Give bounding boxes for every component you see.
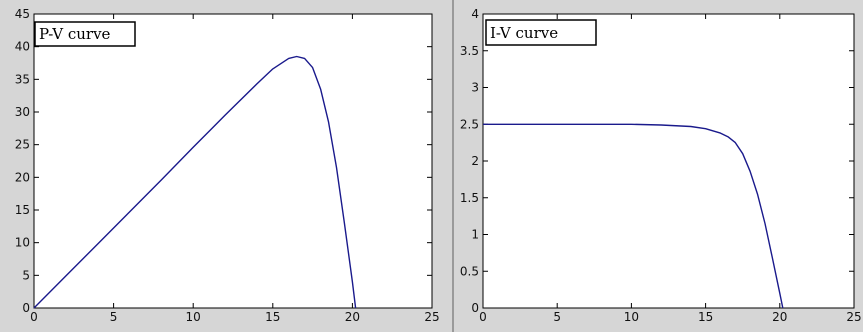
x-tick-label: 20 <box>772 310 787 324</box>
plot-area <box>33 13 433 309</box>
panel-divider <box>452 0 454 332</box>
x-tick-label: 20 <box>345 310 360 324</box>
series-line-0 <box>33 55 357 309</box>
series-line-0 <box>483 123 784 309</box>
y-tick-label: 4 <box>471 7 479 21</box>
y-tick-label: 1.5 <box>460 191 479 205</box>
y-tick-label: 25 <box>15 138 30 152</box>
y-tick-label: 0.5 <box>460 264 479 278</box>
y-tick-label: 1 <box>471 228 479 242</box>
y-tick-label: 15 <box>15 203 30 217</box>
y-tick-label: 10 <box>15 236 30 250</box>
x-tick-label: 25 <box>424 310 439 324</box>
y-tick-label: 45 <box>15 7 30 21</box>
legend-label: P-V curve <box>39 25 111 43</box>
y-tick-label: 2 <box>471 154 479 168</box>
y-tick-label: 0 <box>22 301 30 315</box>
x-tick-label: 10 <box>186 310 201 324</box>
y-tick-label: 35 <box>15 72 30 86</box>
y-tick-label: 0 <box>471 301 479 315</box>
y-tick-label: 3.5 <box>460 44 479 58</box>
x-tick-label: 0 <box>30 310 38 324</box>
pv-chart: 0 5 10 15 20 25 0 5 10 15 20 25 30 35 40 45 P-V curve <box>15 7 440 324</box>
y-tick-label: 3 <box>471 81 479 95</box>
iv-chart: 0 5 10 15 20 25 0 0.5 1 1.5 2 2.5 3 3.5 4 I-V curve <box>460 7 862 324</box>
legend-box <box>485 19 597 46</box>
x-tick-label: 5 <box>110 310 118 324</box>
y-tick-label: 5 <box>22 268 30 282</box>
legend-box <box>34 21 136 47</box>
x-tick-label: 15 <box>698 310 713 324</box>
y-tick-label: 2.5 <box>460 117 479 131</box>
x-tick-label: 15 <box>265 310 280 324</box>
y-tick-label: 40 <box>15 40 30 54</box>
x-tick-label: 0 <box>479 310 487 324</box>
x-tick-label: 5 <box>553 310 561 324</box>
x-tick-label: 10 <box>624 310 639 324</box>
plot-area <box>482 13 855 309</box>
legend-label: I-V curve <box>490 24 558 42</box>
x-tick-label: 25 <box>846 310 861 324</box>
y-tick-label: 30 <box>15 105 30 119</box>
y-tick-label: 20 <box>15 170 30 184</box>
